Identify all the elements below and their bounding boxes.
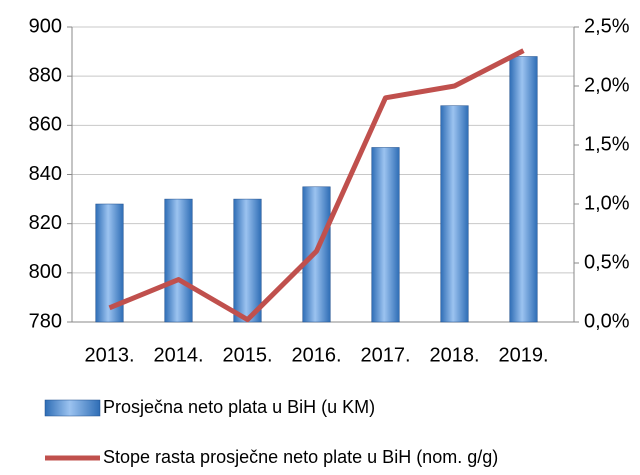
x-tick-label: 2014. [153, 344, 203, 366]
bar [509, 56, 538, 323]
bar [440, 105, 469, 323]
x-tick-label: 2016. [291, 344, 341, 366]
bar [233, 198, 262, 323]
y-tick-label: 880 [29, 64, 62, 86]
y-tick-label: 820 [29, 212, 62, 234]
x-tick-label: 2018. [429, 344, 479, 366]
y2-tick-label: 2,0% [584, 74, 630, 96]
y-tick-label: 860 [29, 114, 62, 136]
x-tick-label: 2017. [360, 344, 410, 366]
bar [164, 198, 193, 323]
x-tick-label: 2019. [498, 344, 548, 366]
x-tick-label: 2015. [222, 344, 272, 366]
legend-swatch [44, 399, 101, 417]
y2-tick-label: 0,0% [584, 310, 630, 332]
y2-tick-label: 1,0% [584, 192, 630, 214]
y-tick-label: 800 [29, 261, 62, 283]
y2-tick-label: 2,5% [584, 15, 630, 37]
y2-tick-label: 1,5% [584, 133, 630, 155]
legend-label: Stope rasta prosječne neto plate u BiH (… [103, 447, 498, 467]
bar [371, 147, 400, 323]
legend-label: Prosječna neto plata u BiH (u KM) [103, 397, 375, 417]
y-tick-label: 780 [29, 310, 62, 332]
y-tick-label: 840 [29, 163, 62, 185]
line [108, 48, 525, 323]
y2-tick-label: 0,5% [584, 251, 630, 273]
x-tick-label: 2013. [84, 344, 134, 366]
y-tick-label: 900 [29, 15, 62, 37]
